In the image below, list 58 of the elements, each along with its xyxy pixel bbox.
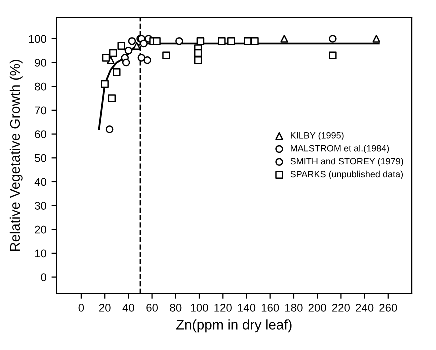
y-tick-label: 40 xyxy=(34,178,47,186)
point xyxy=(133,42,141,50)
legend-label: SPARKS (unpublished data) xyxy=(290,170,404,180)
y-tick-label: 90 xyxy=(35,59,47,67)
x-tick-label: 40 xyxy=(122,304,134,312)
x-tick-label: 220 xyxy=(332,304,350,312)
point xyxy=(280,35,288,43)
y-tick-label: 30 xyxy=(35,202,47,210)
x-tick-label: 240 xyxy=(356,304,374,312)
legend-label: SMITH and STOREY (1979) xyxy=(290,158,404,166)
x-tick-label: 20 xyxy=(99,304,111,312)
y-tick-label: 70 xyxy=(35,106,47,115)
x-tick-label: 60 xyxy=(146,304,158,312)
legend-label: MALSTROM et al.(1984) xyxy=(291,145,390,154)
x-tick-label: 180 xyxy=(286,304,303,312)
point xyxy=(176,37,184,46)
point xyxy=(218,37,226,46)
point xyxy=(372,35,380,43)
point xyxy=(162,52,170,60)
point xyxy=(196,37,205,46)
point xyxy=(144,56,152,64)
point xyxy=(109,49,118,58)
x-tick-label: 200 xyxy=(308,304,326,312)
y-tick-label: 60 xyxy=(35,130,47,138)
legend-label: KILBY (1995) xyxy=(291,132,344,141)
point xyxy=(329,35,337,43)
point xyxy=(113,68,121,76)
y-tick-label: 10 xyxy=(35,250,47,258)
point xyxy=(106,126,114,134)
point xyxy=(128,37,136,46)
x-tick-label: 80 xyxy=(170,304,182,312)
y-tick-label: 0 xyxy=(41,274,47,282)
x-tick-label: 100 xyxy=(191,304,208,312)
point xyxy=(101,80,109,88)
x-axis-title: Zn(ppm in dry leaf) xyxy=(176,320,292,333)
x-tick-label: 260 xyxy=(380,304,398,312)
point xyxy=(140,40,148,48)
y-axis-title: Relative Vegetative Growth (%) xyxy=(10,60,23,252)
y-tick-label: 80 xyxy=(35,82,47,91)
y-tick-label: 100 xyxy=(29,35,47,44)
point xyxy=(138,54,146,62)
x-tick-label: 160 xyxy=(262,304,280,312)
y-tick-label: 20 xyxy=(35,226,47,234)
point xyxy=(108,94,116,102)
point xyxy=(102,54,110,62)
point xyxy=(228,37,236,46)
point xyxy=(124,46,133,55)
x-tick-label: 0 xyxy=(78,304,84,312)
point xyxy=(329,52,337,60)
point xyxy=(122,58,130,67)
x-tick-label: 140 xyxy=(238,304,256,312)
point xyxy=(118,42,126,50)
point xyxy=(251,37,259,46)
point xyxy=(153,37,161,46)
point xyxy=(107,56,115,64)
y-tick-label: 50 xyxy=(35,154,47,162)
point xyxy=(194,56,202,64)
x-tick-label: 120 xyxy=(214,304,232,312)
